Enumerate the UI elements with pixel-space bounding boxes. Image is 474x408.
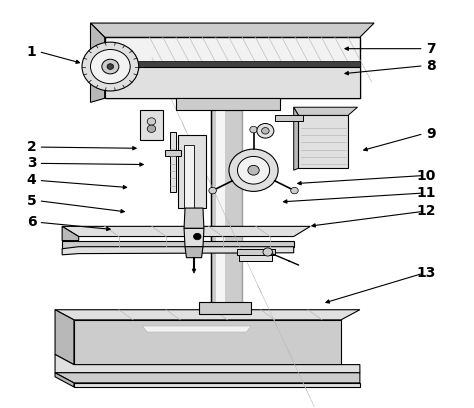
Circle shape <box>257 124 274 138</box>
Circle shape <box>263 248 273 256</box>
Polygon shape <box>62 226 79 241</box>
Bar <box>170 132 175 192</box>
Bar <box>105 61 360 67</box>
Text: 6: 6 <box>27 215 36 229</box>
Polygon shape <box>184 228 204 247</box>
Circle shape <box>209 187 217 194</box>
Text: 12: 12 <box>416 204 436 218</box>
Text: 8: 8 <box>426 59 436 73</box>
Bar <box>105 67 360 98</box>
Polygon shape <box>175 98 280 111</box>
Text: 13: 13 <box>416 266 436 280</box>
Polygon shape <box>178 135 206 208</box>
Polygon shape <box>199 302 251 314</box>
Polygon shape <box>74 320 341 365</box>
Polygon shape <box>91 23 374 37</box>
Circle shape <box>229 149 278 191</box>
Polygon shape <box>192 269 196 273</box>
Polygon shape <box>55 355 360 373</box>
Circle shape <box>91 49 130 84</box>
Polygon shape <box>74 383 360 387</box>
Bar <box>140 111 163 140</box>
Circle shape <box>248 165 259 175</box>
Circle shape <box>237 156 270 184</box>
Polygon shape <box>165 150 181 156</box>
Text: 11: 11 <box>416 186 436 200</box>
Text: 1: 1 <box>27 44 36 58</box>
Text: 9: 9 <box>426 126 436 141</box>
Circle shape <box>82 42 139 91</box>
Polygon shape <box>55 373 74 387</box>
Circle shape <box>102 59 119 74</box>
Bar <box>105 37 360 98</box>
Circle shape <box>250 126 257 133</box>
Polygon shape <box>184 208 204 228</box>
Polygon shape <box>62 241 294 249</box>
Polygon shape <box>294 107 357 115</box>
Circle shape <box>147 118 156 125</box>
Polygon shape <box>239 255 273 261</box>
Circle shape <box>291 187 298 194</box>
Text: 5: 5 <box>27 194 36 208</box>
Polygon shape <box>55 310 360 320</box>
Polygon shape <box>275 115 303 121</box>
Bar <box>216 111 225 310</box>
Text: 3: 3 <box>27 156 36 170</box>
Bar <box>299 115 348 168</box>
Polygon shape <box>55 373 360 383</box>
Polygon shape <box>294 107 299 170</box>
Polygon shape <box>237 249 275 255</box>
Text: 7: 7 <box>426 42 436 55</box>
Text: 2: 2 <box>27 140 36 154</box>
Polygon shape <box>62 226 310 237</box>
Text: 10: 10 <box>416 169 436 182</box>
Polygon shape <box>185 247 203 258</box>
Bar <box>183 145 194 208</box>
Circle shape <box>107 64 114 69</box>
Text: 4: 4 <box>27 173 36 187</box>
Polygon shape <box>91 23 105 102</box>
Circle shape <box>262 128 269 134</box>
Polygon shape <box>143 326 251 332</box>
Polygon shape <box>55 310 74 365</box>
Circle shape <box>147 125 156 133</box>
Polygon shape <box>62 247 294 255</box>
Circle shape <box>193 233 201 240</box>
Polygon shape <box>211 111 242 310</box>
